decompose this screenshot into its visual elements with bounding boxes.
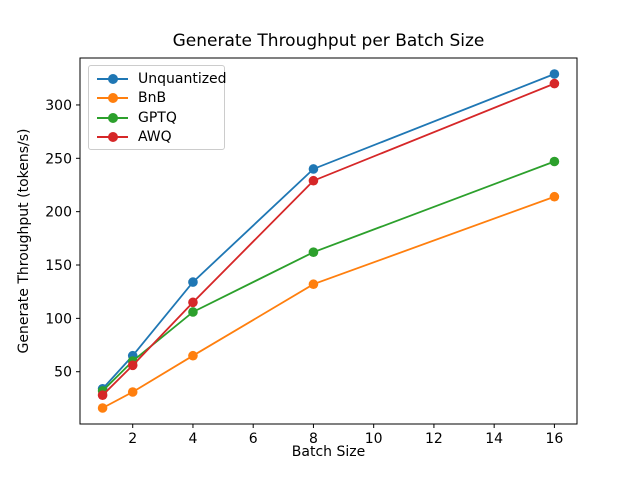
svg-text:150: 150 (45, 258, 72, 274)
legend-label-gptq: GPTQ (138, 109, 177, 126)
y-axis-label: Generate Throughput (tokens/s) (16, 128, 32, 354)
svg-text:2: 2 (128, 431, 137, 447)
legend-marker-unquantized (97, 73, 128, 84)
legend-marker-bnb (97, 93, 128, 104)
legend-label-unquantized: Unquantized (138, 70, 227, 87)
svg-text:16: 16 (545, 431, 563, 447)
svg-text:300: 300 (45, 98, 72, 114)
svg-text:50: 50 (54, 365, 72, 381)
x-axis-label: Batch Size (291, 444, 366, 460)
legend-label-bnb: BnB (138, 90, 167, 107)
legend-marker-awq (97, 132, 128, 143)
svg-text:200: 200 (45, 205, 72, 221)
svg-text:100: 100 (45, 311, 72, 327)
svg-text:6: 6 (249, 431, 258, 447)
legend: Unquantized BnB GPTQ AWQ (88, 65, 227, 150)
legend-item-awq: AWQ (97, 128, 224, 148)
svg-text:10: 10 (365, 431, 383, 447)
legend-item-unquantized: Unquantized (97, 69, 227, 89)
legend-item-gptq: GPTQ (97, 108, 224, 128)
svg-text:14: 14 (485, 431, 503, 447)
legend-marker-gptq (97, 112, 128, 123)
svg-text:4: 4 (188, 431, 197, 447)
legend-item-bnb: BnB (97, 89, 224, 109)
chart-title: Generate Throughput per Batch Size (172, 31, 485, 51)
legend-label-awq: AWQ (138, 129, 172, 146)
svg-text:8: 8 (309, 431, 318, 447)
svg-text:12: 12 (425, 431, 443, 447)
svg-text:250: 250 (45, 151, 72, 167)
